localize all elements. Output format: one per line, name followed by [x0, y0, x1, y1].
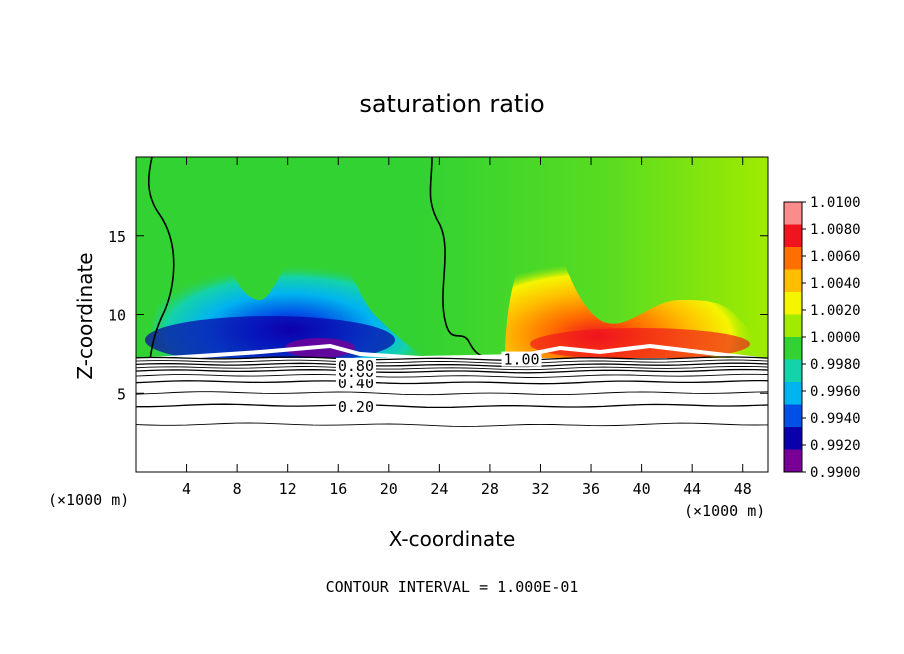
contour-label-bg	[335, 357, 376, 373]
contour-line-minor	[135, 359, 769, 364]
supersaturated-region	[505, 239, 768, 360]
y-tick-label: 10	[108, 307, 126, 325]
colorbar-swatch	[784, 269, 802, 293]
contour-line-minor	[135, 373, 769, 378]
colorbar-swatch	[784, 404, 802, 428]
contour-line-minor	[135, 365, 769, 371]
chart-title: saturation ratio	[359, 90, 544, 118]
contour-label: 0.20	[338, 398, 374, 416]
x-tick-label: 48	[734, 480, 752, 498]
x-unit-left: (×1000 m)	[48, 491, 129, 509]
colorbar-label: 0.9960	[810, 384, 861, 400]
colorbar-label: 0.9900	[810, 465, 861, 481]
y-axis-label: Z-coordinate	[73, 252, 97, 379]
colorbar-swatch	[784, 224, 802, 248]
contour-line-0.60	[135, 368, 769, 374]
x-tick-label: 32	[531, 480, 549, 498]
contour-line-minor	[135, 391, 769, 396]
colorbar-swatch	[784, 337, 802, 360]
x-tick-label: 24	[430, 480, 448, 498]
x-tick-label: 12	[279, 480, 297, 498]
y-axis: 5 10 15	[108, 228, 768, 403]
contour-label-bg	[335, 398, 376, 414]
contour-1-left	[148, 157, 175, 361]
contour-line-minor	[135, 422, 769, 427]
colorbar-label: 0.9940	[810, 411, 861, 427]
colorbar-label: 1.0020	[810, 303, 861, 319]
contour-lines	[135, 356, 769, 427]
colorbar-swatch	[784, 292, 802, 315]
contour-line-0.20	[136, 403, 769, 409]
x-tick-label: 8	[233, 480, 242, 498]
contour-label-bg	[501, 351, 542, 367]
x-tick-label: 44	[683, 480, 701, 498]
colorbar-label: 0.9920	[810, 438, 861, 454]
contour-line-1.00	[135, 356, 769, 361]
terrain-edge	[136, 343, 768, 362]
colorbar-label: 1.0060	[810, 249, 861, 265]
x-tick-label: 28	[481, 480, 499, 498]
contour-label: 1.00	[503, 351, 539, 369]
contour-line-0.80	[135, 362, 769, 368]
contour-label: 0.80	[338, 357, 374, 375]
colorbar-label: 0.9980	[810, 357, 861, 373]
colorbar-swatch	[784, 449, 802, 473]
x-tick-label: 20	[380, 480, 398, 498]
x-axis: 4 8 12 16 20 24 28 32 36 40 44 48	[182, 157, 752, 498]
colorbar-swatch	[784, 427, 802, 450]
colorbar-swatch	[784, 314, 802, 338]
x-tick-label: 40	[633, 480, 651, 498]
y-tick-label: 5	[117, 385, 126, 403]
x-tick-label: 36	[582, 480, 600, 498]
contour-1-mid	[429, 157, 491, 359]
colorbar-swatch	[784, 202, 802, 225]
lower-masked-area	[136, 358, 768, 472]
x-tick-label: 4	[182, 480, 191, 498]
colorbar-label: 1.0100	[810, 195, 861, 211]
colorbar: 1.0100 1.0080 1.0060 1.0040 1.0020 1.0000 0.99…	[783, 195, 861, 481]
colorbar-label: 1.0000	[810, 330, 861, 346]
contour-labels: 0.200.400.600.801.00	[335, 351, 542, 416]
x-unit-right: (×1000 m)	[684, 502, 765, 520]
x-tick-label: 16	[329, 480, 347, 498]
colorbar-swatch	[784, 382, 802, 405]
colorbar-label: 1.0080	[810, 222, 861, 238]
contour-line-0.40	[135, 379, 769, 385]
contour-interval-note: CONTOUR INTERVAL = 1.000E-01	[326, 578, 579, 596]
colorbar-label: 1.0040	[810, 276, 861, 292]
colorbar-swatch	[784, 359, 802, 383]
x-axis-label: X-coordinate	[389, 527, 516, 551]
colorbar-swatch	[784, 247, 802, 270]
y-tick-label: 15	[108, 228, 126, 246]
plot-area	[136, 157, 768, 472]
